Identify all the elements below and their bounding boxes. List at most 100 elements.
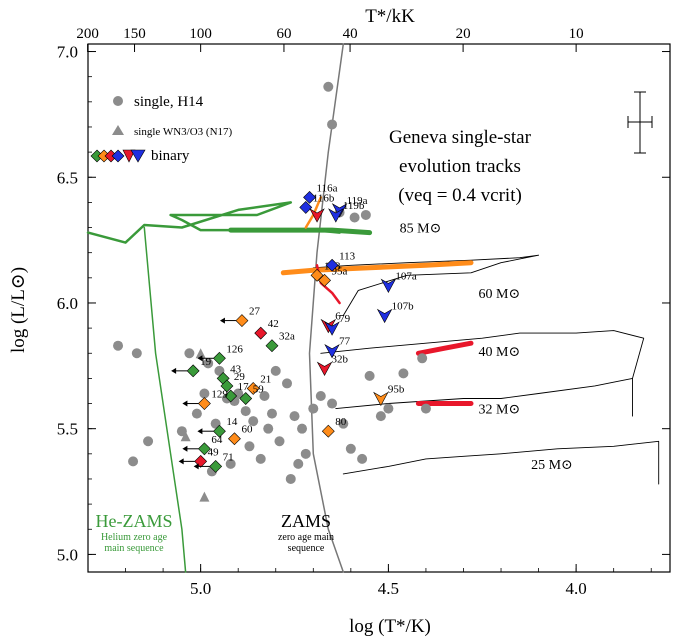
top-tick-label: 100 [189,26,212,42]
binary-id-label: 80 [335,416,347,428]
y-tick-label: 5.0 [57,545,78,564]
binary-id-label: 29 [234,371,246,383]
binary-id-label: 19 [200,356,212,368]
he-zams-labels: He-ZAMS Helium zero age main sequence [96,511,173,554]
single-star-point [263,423,274,434]
binary-id-label: 107b [392,301,415,313]
x-tick-label: 5.0 [190,579,211,598]
binary-point [380,278,397,294]
binary-point [318,273,331,287]
top-tick-label: 10 [569,26,584,42]
binary-point [373,391,389,407]
single-star-point [270,365,281,376]
top-tick-label: 200 [76,26,99,42]
binary-point [324,343,340,359]
mass-track-label: 25 M⊙ [531,458,573,473]
single-star-point [244,441,255,452]
binary-point [265,339,279,353]
binary-id-label: 79 [339,313,351,325]
binary-id-label: 95b [388,384,405,396]
wn3-star-point [199,491,210,502]
single-star-point [315,391,326,401]
legend-binary-markers [90,149,146,163]
single-star-point [128,456,139,467]
single-star-point [248,416,259,427]
binary-point [186,364,200,378]
single-star-point [308,403,319,414]
legend-binary-label: binary [151,148,190,164]
binary-id-label: 14 [226,416,238,428]
single-star-point [199,388,210,399]
single-star-point [176,426,187,437]
binary-id-label: 42 [268,318,279,330]
he-zams-line [143,226,187,573]
wn3-star-point [180,431,191,442]
annotation-line3: (veq = 0.4 vcrit) [398,185,522,206]
binary-point [209,459,223,473]
single-star-point [357,453,368,464]
track-85-bold [228,227,373,236]
single-star-point [191,408,202,419]
track-32 [335,377,633,410]
zams-labels: ZAMS zero age main sequence [278,511,334,554]
binary-id-label: 119b [343,200,365,212]
legend-single-marker [113,96,123,106]
single-star-point [383,403,394,414]
single-star-point [113,340,124,351]
binary-point [310,268,324,282]
single-star-point [143,436,154,447]
x-axis-title: log (T*/K) [349,616,431,637]
wn3-star-point [195,348,206,359]
legend-tri-blue [130,149,146,163]
binary-point [254,326,268,340]
binary-id-label: 71 [223,451,234,463]
legend-binary-blue [111,149,125,163]
binary-point [197,442,211,456]
binary-arrow-head [219,317,225,324]
zams-sub2: sequence [288,543,325,554]
binary-point [239,392,253,405]
binary-id-label: 107a [395,270,417,282]
binary-arrow-head [178,458,184,465]
binary-id-label: 95a [332,265,348,277]
he-zams-sub1: Helium zero age [101,532,168,543]
single-star-point [360,209,371,220]
binary-point [316,361,333,376]
track-25 [342,440,660,485]
tracks-annotation: Geneva single-star evolution tracks (veq… [389,127,532,206]
binary-id-label: 113 [339,250,356,262]
single-star-point [364,370,375,381]
binary-point [212,351,226,365]
binary-point [224,389,238,403]
binary-id-label: 116a [317,182,338,194]
legend-tri-red [122,149,136,163]
y-tick-label: 6.5 [57,168,78,187]
top-tick-label: 20 [456,26,471,42]
zams-sub1: zero age main [278,532,334,543]
binary-id-label: 64 [211,434,223,446]
annotation-line1: Geneva single-star [389,127,532,148]
y-tick-label: 6.0 [57,294,78,313]
binary-arrow-head [182,400,188,407]
track-60 [312,254,540,316]
y-tick-label: 5.5 [57,420,78,439]
evolution-tracks [86,43,660,573]
single-star-point [327,398,338,409]
binary-arrow-head [182,445,188,452]
single-star-point [266,408,277,419]
single-star-point [417,353,428,364]
y-tick-label: 7.0 [57,43,78,62]
binary-point [376,308,393,324]
top-axis-title: T*/kK [365,6,415,27]
binary-id-label: 27 [249,306,260,318]
y-axis-title: log (L/L⊙) [8,267,29,353]
single-star-point [203,358,214,369]
binary-id-label: 59 [253,384,265,396]
binary-id-label: 32b [332,353,349,365]
single-star-point [274,436,285,447]
legend-wn3-marker [112,125,124,135]
binary-id-label: 60 [241,424,253,436]
binary-id-label: 49 [208,446,220,458]
